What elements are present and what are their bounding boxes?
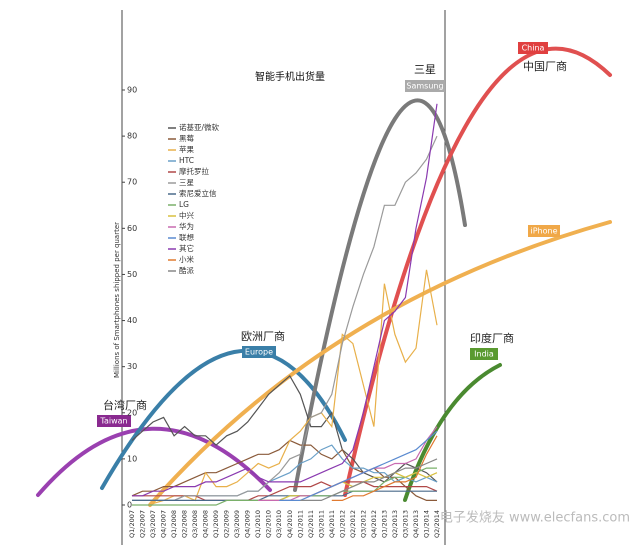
annotation: 三星 (414, 63, 436, 76)
legend-label: HTC (179, 156, 194, 165)
china-arc (343, 46, 612, 497)
series-line (258, 472, 438, 501)
chart-title: 智能手机出货量 (255, 70, 325, 83)
y-axis-label: Millions of Smartphones shipped per quar… (113, 222, 121, 378)
europe-arc (100, 348, 347, 490)
x-tick-label: Q2/2011 (307, 510, 315, 538)
annotation: 中国厂商 (523, 59, 567, 73)
series-line (300, 458, 438, 501)
legend-label: 联想 (179, 232, 194, 242)
samsung-arc (293, 98, 467, 492)
annotation: 欧洲厂商 (241, 329, 285, 343)
watermark: 电子发烧友 www.elecfans.com (440, 510, 630, 526)
legend-label: 苹果 (179, 144, 194, 154)
x-tick-label: Q3/2009 (233, 510, 241, 538)
y-tick-label: 50 (127, 270, 137, 279)
annotation: 台湾厂商 (103, 398, 147, 412)
x-tick-label: Q1/2013 (380, 510, 388, 538)
series-line (152, 269, 438, 505)
y-tick-label: 80 (127, 132, 137, 141)
x-tick-label: Q1/2011 (296, 510, 304, 538)
y-tick-label: 10 (127, 454, 137, 463)
x-tick-label: Q4/2009 (244, 510, 252, 538)
x-tick-label: Q1/2014 (422, 510, 430, 538)
x-tick-label: Q4/2010 (286, 510, 294, 538)
x-tick-label: Q4/2013 (412, 510, 420, 538)
annotation: iPhone (530, 227, 557, 236)
legend-label: LG (179, 200, 189, 209)
badge (518, 42, 548, 54)
y-tick-label: 90 (127, 86, 137, 95)
x-tick-label: Q3/2013 (401, 510, 409, 538)
y-tick-label: 70 (127, 178, 137, 187)
x-tick-label: Q1/2010 (254, 510, 262, 538)
annotation: India (474, 350, 494, 359)
x-tick-label: Q4/2011 (328, 510, 336, 538)
taiwan-arc (36, 426, 272, 497)
x-tick-label: Q3/2011 (317, 510, 325, 538)
y-tick-label: 40 (127, 316, 137, 325)
x-tick-label: Q1/2008 (170, 510, 178, 538)
series-line (131, 439, 437, 501)
legend-label: 三星 (179, 178, 194, 187)
y-tick-label: 60 (127, 224, 137, 233)
y-tick-label: 0 (127, 501, 132, 510)
badge (470, 348, 498, 360)
legend-label: 黑莓 (179, 133, 194, 143)
x-tick-label: Q2/2014 (433, 510, 441, 538)
x-tick-label: Q3/2010 (275, 510, 283, 538)
x-tick-label: Q2/2010 (265, 510, 273, 538)
series-line (279, 430, 438, 501)
badge (97, 415, 131, 427)
y-tick-label: 20 (127, 408, 137, 417)
legend-label: 诺基亚/微软 (179, 122, 220, 132)
x-tick-label: Q1/2009 (212, 510, 220, 538)
legend-label: 索尼爱立信 (179, 188, 217, 198)
legend-label: 摩托罗拉 (179, 166, 209, 176)
x-tick-label: Q2/2007 (139, 510, 147, 538)
x-tick-label: Q4/2012 (370, 510, 378, 538)
annotation: Samsung (406, 82, 443, 91)
x-tick-label: Q3/2007 (149, 510, 157, 538)
x-tick-label: Q1/2012 (338, 510, 346, 538)
x-tick-label: Q3/2008 (191, 510, 199, 538)
x-tick-label: Q1/2007 (128, 510, 136, 538)
legend-label: 小米 (179, 254, 194, 264)
series-line (132, 135, 438, 501)
y-tick-label: 30 (127, 362, 137, 371)
x-tick-label: Q4/2008 (202, 510, 210, 538)
series-line (132, 481, 438, 501)
legend-label: 酷派 (179, 265, 194, 275)
annotation: Taiwan (99, 417, 127, 426)
x-tick-label: Q3/2012 (359, 510, 367, 538)
badge (242, 346, 276, 358)
annotation: 印度厂商 (470, 331, 514, 345)
x-tick-label: Q2/2008 (181, 510, 189, 538)
series-line (132, 103, 438, 497)
annotation: China (522, 44, 545, 53)
x-tick-label: Q2/2009 (223, 510, 231, 538)
x-tick-label: Q2/2013 (391, 510, 399, 538)
iphone-arc (148, 220, 612, 507)
legend-label: 华为 (179, 221, 194, 231)
annotation-arcs (36, 46, 612, 507)
badge (405, 80, 445, 92)
series-line (331, 435, 438, 501)
series-line (131, 374, 438, 483)
badge (528, 225, 560, 237)
legend-label: 中兴 (179, 210, 194, 220)
legend-label: 其它 (179, 243, 194, 253)
x-tick-label: Q2/2012 (349, 510, 357, 538)
annotation: Europe (245, 348, 273, 357)
series-line (132, 490, 437, 501)
india-arc (403, 363, 502, 502)
x-tick-label: Q4/2007 (160, 510, 168, 538)
